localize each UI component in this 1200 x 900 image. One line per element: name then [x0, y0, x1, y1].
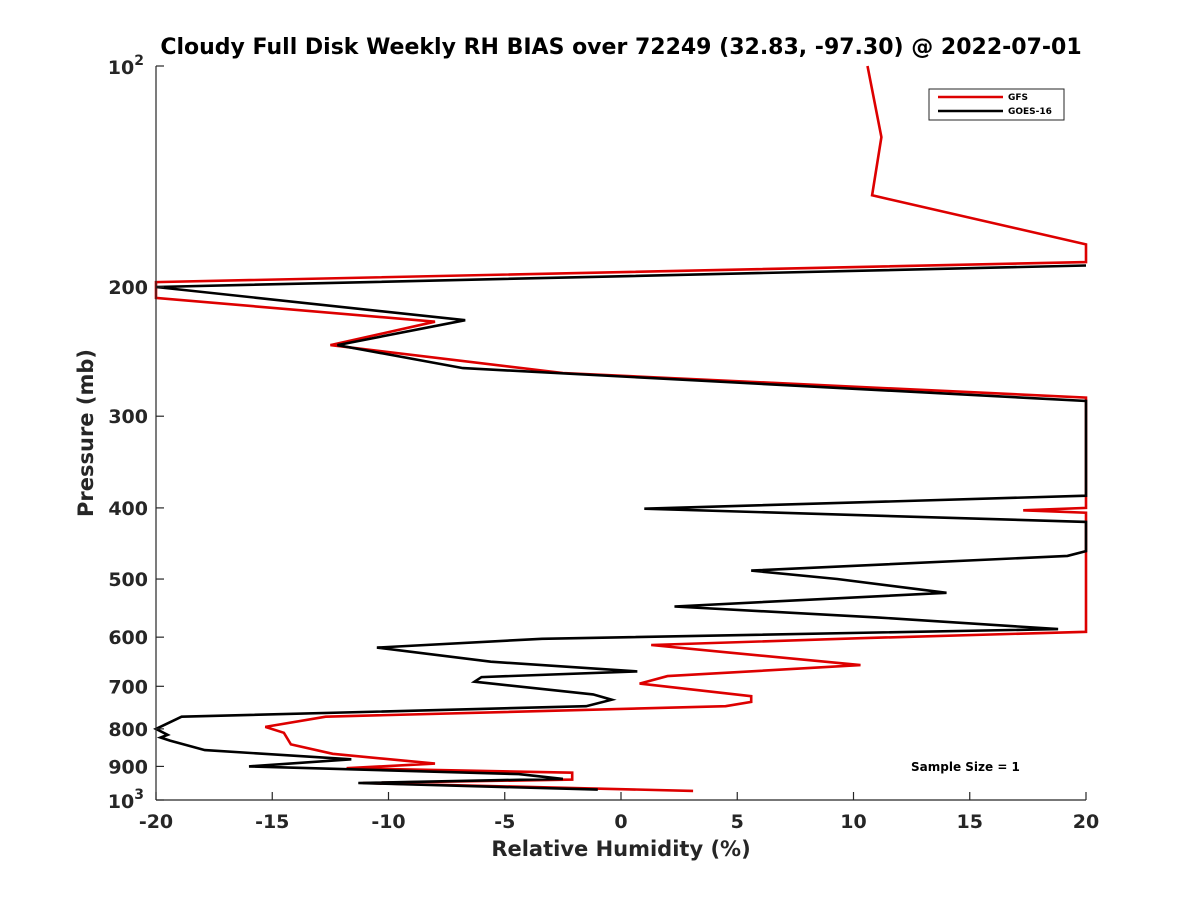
x-tick-label: -10 — [371, 811, 405, 833]
y-tick-label: 500 — [108, 569, 148, 591]
x-tick-label: 0 — [614, 811, 627, 833]
legend-label-goes-16: GOES-16 — [1008, 107, 1052, 117]
legend-box — [928, 88, 1065, 121]
y-tick-label: 700 — [108, 676, 148, 698]
plot-background — [156, 66, 1086, 800]
y-axis-label: Pressure (mb) — [74, 349, 98, 517]
chart-title: Cloudy Full Disk Weekly RH BIAS over 722… — [160, 35, 1081, 60]
y-tick-label: 600 — [108, 627, 148, 649]
y-tick-label: 103 — [108, 787, 144, 813]
x-tick-label: -5 — [494, 811, 515, 833]
series-line-goes-16 — [153, 264, 1088, 791]
x-tick-label: -20 — [139, 811, 173, 833]
y-ticks: 102 200 300 400 500 600 700 800 900 103 — [108, 53, 164, 813]
x-axis-label: Relative Humidity (%) — [491, 837, 750, 861]
x-tick-label: 15 — [957, 811, 983, 833]
y-tick-label: 300 — [108, 406, 148, 428]
legend: GFS GOES-16 — [928, 88, 1065, 121]
x-tick-label: 20 — [1073, 811, 1099, 833]
y-tick-label: 200 — [108, 277, 148, 299]
legend-label-gfs: GFS — [1008, 93, 1028, 103]
x-ticks: -20 -15 -10 -5 0 5 10 15 20 — [139, 792, 1099, 833]
y-tick-label: 400 — [108, 498, 148, 520]
x-tick-label: -15 — [255, 811, 289, 833]
y-tick-label: 800 — [108, 719, 148, 741]
x-tick-label: 5 — [731, 811, 744, 833]
y-tick-label: 900 — [108, 756, 148, 778]
sample-size-annotation: Sample Size = 1 — [911, 760, 1020, 774]
y-tick-label: 102 — [108, 53, 144, 79]
x-tick-label: 10 — [840, 811, 866, 833]
